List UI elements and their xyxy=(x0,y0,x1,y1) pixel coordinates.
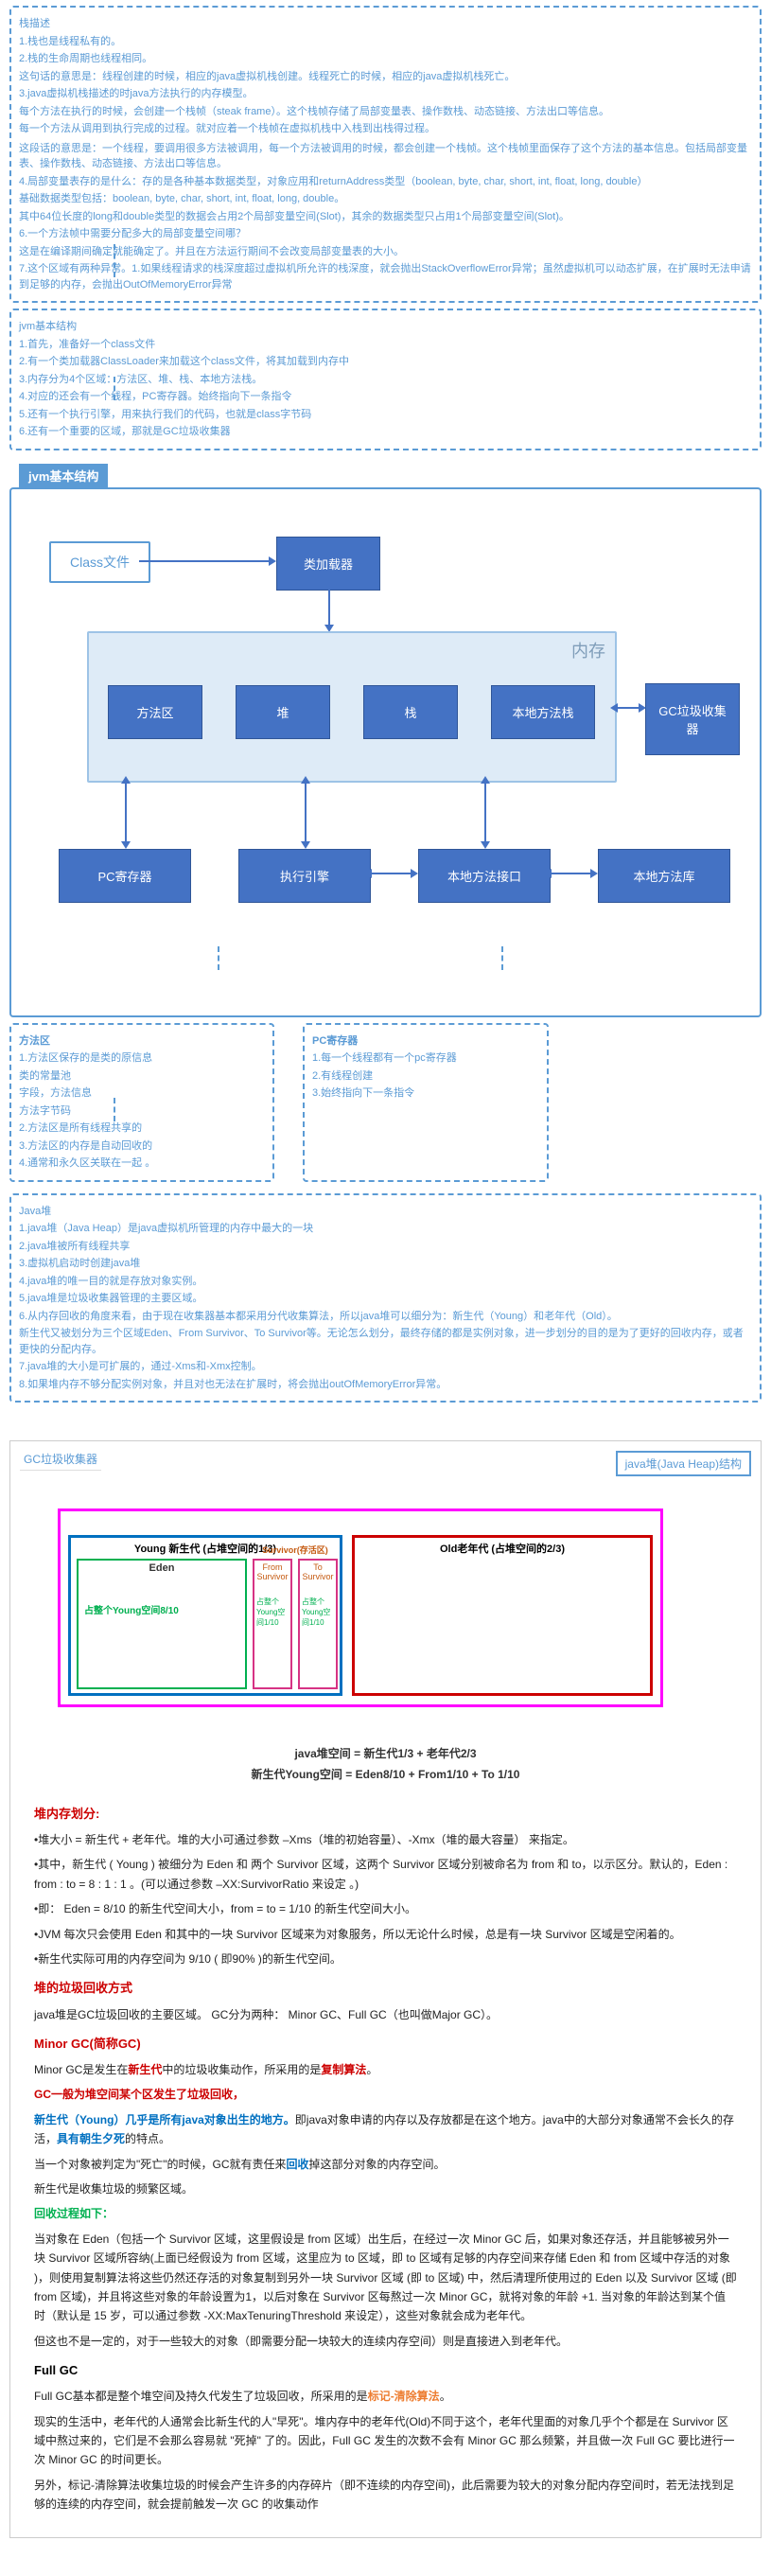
connector xyxy=(218,946,219,970)
jvm-diagram: Class文件 类加载器 内存 方法区 堆 栈 本地方法栈 GC垃圾收集器 PC… xyxy=(9,487,762,1017)
to-survivor-box: To Survivor 占整个Young空间1/10 xyxy=(298,1559,338,1689)
p8: GC一般为堆空间某个区发生了垃圾回收， xyxy=(34,2085,737,2104)
heap-box: 堆 xyxy=(236,685,330,739)
young-gen-box: Young 新生代 (占堆空间的1/3) Eden 占整个Young空间8/10… xyxy=(68,1535,342,1696)
doc-content: 堆内存划分: •堆大小 = 新生代 + 老年代。堆的大小可通过参数 –Xms（堆… xyxy=(20,1787,751,2528)
h-gc-method: 堆的垃圾回收方式 xyxy=(34,1978,737,1999)
p12: 当对象在 Eden（包括一个 Survivor 区域，这里假设是 from 区域… xyxy=(34,2230,737,2326)
method-area-box: 方法区 xyxy=(108,685,202,739)
p13: 但这也不是一定的，对于一些较大的对象（即需要分配一块较大的连续内存空间）则是直接… xyxy=(34,2332,737,2351)
p9: 新生代（Young）几乎是所有java对象出生的地方。即java对象申请的内存以… xyxy=(34,2110,737,2149)
memory-label: 内存 xyxy=(571,638,605,662)
from-label: From Survivor xyxy=(254,1561,290,1583)
old-gen-box: Old老年代 (占堆空间的2/3) xyxy=(352,1535,653,1696)
class-loader-box: 类加载器 xyxy=(276,537,380,591)
native-stack-box: 本地方法栈 xyxy=(491,685,595,739)
p1: •堆大小 = 新生代 + 老年代。堆的大小可通过参数 –Xms（堆的初始容量）、… xyxy=(34,1830,737,1849)
memory-container: 内存 方法区 堆 栈 本地方法栈 xyxy=(87,631,617,783)
from-survivor-box: From Survivor 占整个Young空间1/10 xyxy=(253,1559,292,1689)
note-jvm-struct: jvm基本结构1.首先，准备好一个class文件2.有一个类加载器ClassLo… xyxy=(9,309,762,450)
heap-outer: Young 新生代 (占堆空间的1/3) Eden 占整个Young空间8/10… xyxy=(58,1509,663,1707)
p4: •JVM 每次只会使用 Eden 和其中的一块 Survivor 区域来为对象服… xyxy=(34,1925,737,1944)
pc-register-box: PC寄存器 xyxy=(59,849,191,903)
note-method-area: 方法区1.方法区保存的是类的原信息 类的常量池 字段，方法信息 方法字节码2.方… xyxy=(9,1023,274,1182)
p5: •新生代实际可用的内存空间为 9/10 ( 即90% )的新生代空间。 xyxy=(34,1950,737,1968)
to-ratio: 占整个Young空间1/10 xyxy=(300,1583,336,1641)
old-title: Old老年代 (占堆空间的2/3) xyxy=(355,1538,650,1559)
gc-box: GC垃圾收集器 xyxy=(645,683,740,755)
connector xyxy=(114,1098,115,1121)
p10: 当一个对象被判定为"死亡"的时候，GC就有责任来回收掉这部分对象的内存空间。 xyxy=(34,2155,737,2174)
eden-label: Eden xyxy=(79,1561,245,1576)
h-heap-division: 堆内存划分: xyxy=(34,1804,737,1825)
stack-box: 栈 xyxy=(363,685,458,739)
gc-title: GC垃圾收集器 xyxy=(20,1451,101,1471)
to-label: To Survivor xyxy=(300,1561,336,1583)
heap-diagram: Young 新生代 (占堆空间的1/3) Eden 占整个Young空间8/10… xyxy=(29,1490,742,1736)
heap-struct-label: java堆(Java Heap)结构 xyxy=(616,1451,751,1476)
note-pc-register: PC寄存器1.每一个线程都有一个pc寄存器2.有线程创建3.始终指向下一条指令 xyxy=(303,1023,549,1182)
gc-section: GC垃圾收集器 java堆(Java Heap)结构 Young 新生代 (占堆… xyxy=(9,1440,762,2538)
heap-formula-1: java堆空间 = 新生代1/3 + 老年代2/3 xyxy=(20,1745,751,1761)
note-stack-desc: 栈描述1.栈也是线程私有的。2.栈的生命周期也线程相同。 这句话的意思是：线程创… xyxy=(9,6,762,303)
h-minor-gc: Minor GC(简称GC) xyxy=(34,2034,737,2055)
p2: •其中，新生代 ( Young ) 被细分为 Eden 和 两个 Survivo… xyxy=(34,1855,737,1894)
section-title: jvm基本结构 xyxy=(19,464,108,487)
p3: •即： Eden = 8/10 的新生代空间大小，from = to = 1/1… xyxy=(34,1899,737,1918)
native-lib-box: 本地方法库 xyxy=(598,849,730,903)
p6: java堆是GC垃圾回收的主要区域。 GC分为两种： Minor GC、Full… xyxy=(34,2005,737,2024)
connector xyxy=(114,377,115,400)
survivor-header: Survivor(存活区) xyxy=(253,1544,338,1556)
connector xyxy=(501,946,503,970)
eden-ratio: 占整个Young空间8/10 xyxy=(79,1576,245,1643)
heap-formula-2: 新生代Young空间 = Eden8/10 + From1/10 + To 1/… xyxy=(20,1766,751,1782)
p14: Full GC基本都是整个堆空间及持久代发生了垃圾回收，所采用的是标记-清除算法… xyxy=(34,2387,737,2406)
connector xyxy=(114,244,115,277)
h-recycle-process: 回收过程如下： xyxy=(34,2204,737,2223)
native-interface-box: 本地方法接口 xyxy=(418,849,551,903)
p15: 现实的生活中，老年代的人通常会比新生代的人"早死"。堆内存中的老年代(Old)不… xyxy=(34,2412,737,2470)
note-java-heap: Java堆1.java堆（Java Heap）是java虚拟机所管理的内存中最大… xyxy=(9,1193,762,1403)
eden-box: Eden 占整个Young空间8/10 xyxy=(77,1559,247,1689)
from-ratio: 占整个Young空间1/10 xyxy=(254,1583,290,1641)
p16: 另外，标记-清除算法收集垃圾的时候会产生许多的内存碎片（即不连续的内存空间)，此… xyxy=(34,2476,737,2514)
p7: Minor GC是发生在新生代中的垃圾收集动作，所采用的是复制算法。 xyxy=(34,2060,737,2079)
p11: 新生代是收集垃圾的频繁区域。 xyxy=(34,2179,737,2198)
exec-engine-box: 执行引擎 xyxy=(238,849,371,903)
class-file-box: Class文件 xyxy=(49,541,150,583)
h-full-gc: Full GC xyxy=(34,2360,737,2381)
